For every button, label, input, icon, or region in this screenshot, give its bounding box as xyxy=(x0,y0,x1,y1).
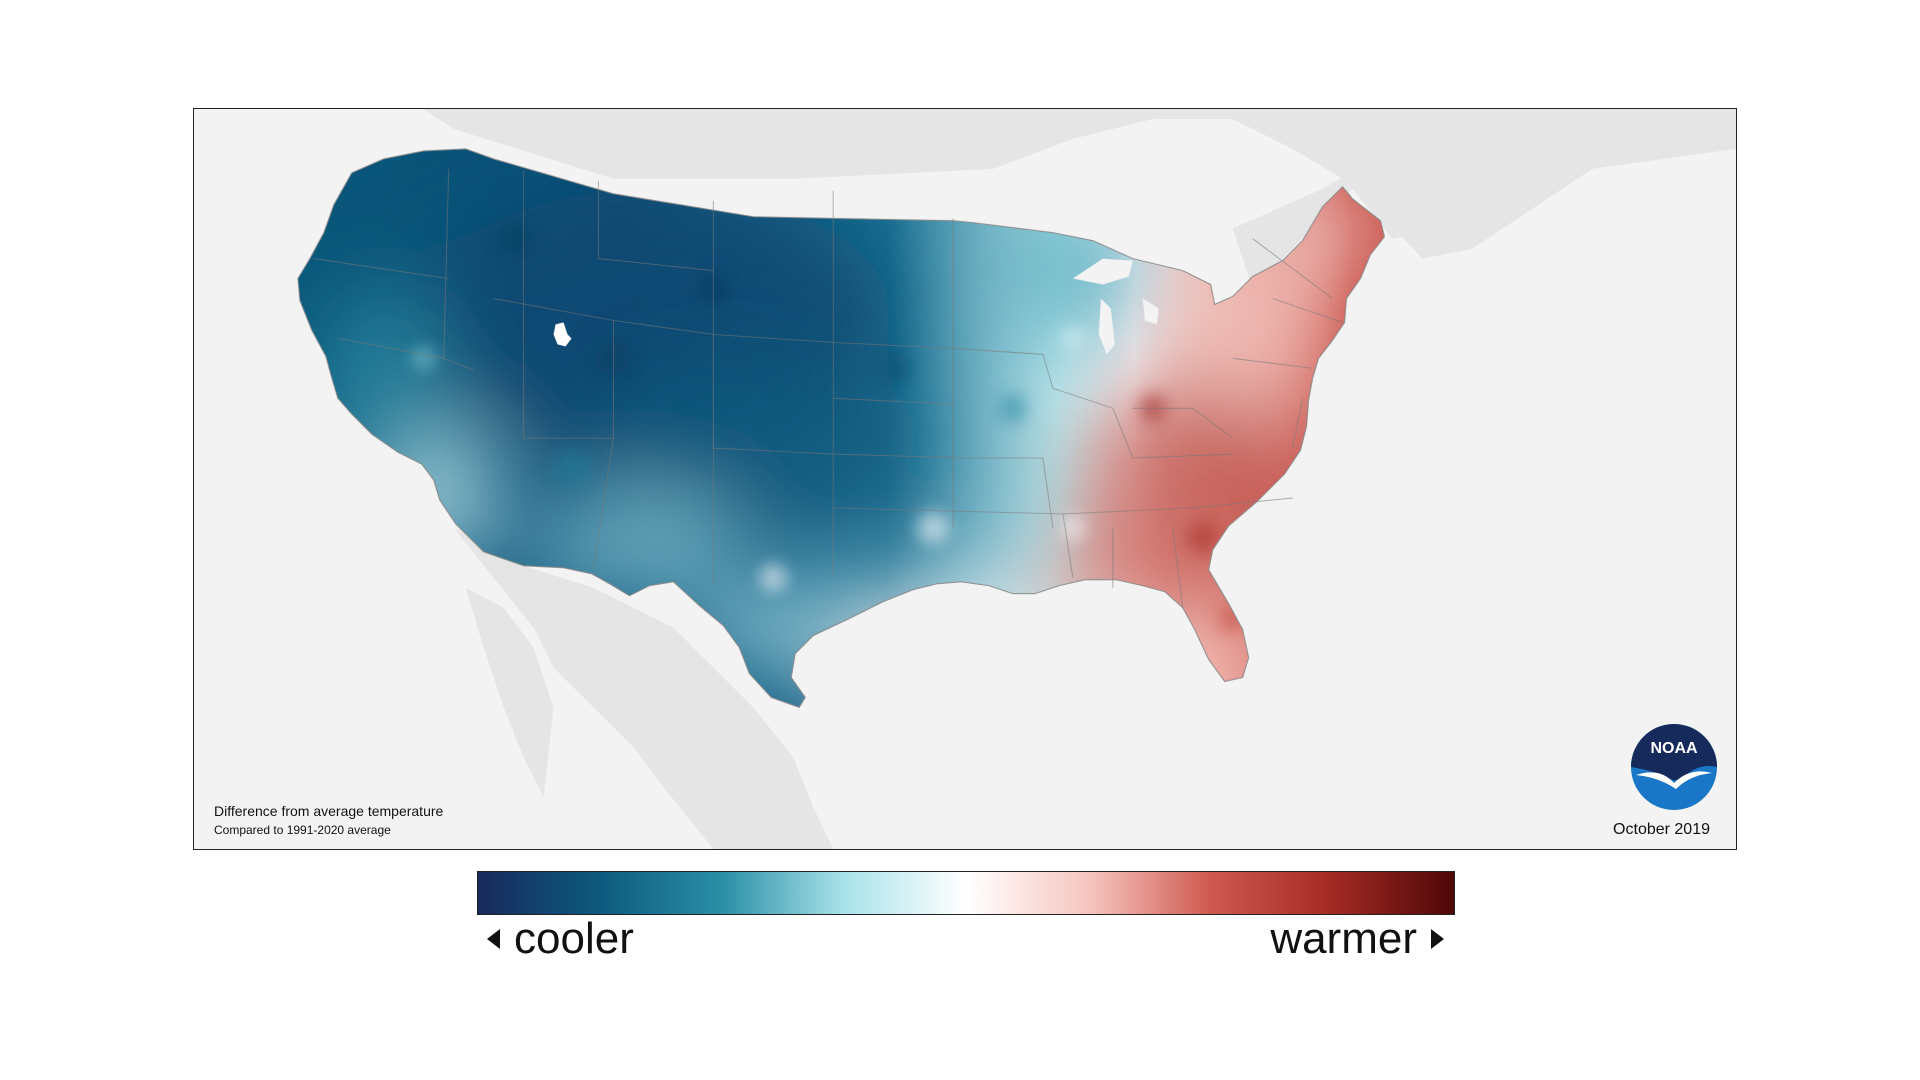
temperature-anomaly-map xyxy=(297,109,1736,849)
state-boundaries xyxy=(313,168,1343,608)
legend-warmer: warmer xyxy=(1270,914,1444,964)
map-panel: Difference from average temperature Comp… xyxy=(193,108,1737,850)
svg-text:NOAA: NOAA xyxy=(1650,740,1698,757)
legend-warmer-label: warmer xyxy=(1270,914,1417,963)
map-date: October 2019 xyxy=(1613,821,1710,838)
land-background xyxy=(423,109,1736,849)
map-caption-subtitle: Compared to 1991-2020 average xyxy=(214,823,391,837)
map-caption-title: Difference from average temperature xyxy=(214,803,444,819)
arrow-right-icon xyxy=(1431,929,1444,949)
color-scale-bar xyxy=(477,871,1455,915)
arrow-left-icon xyxy=(487,929,500,949)
noaa-logo-icon: NOAA xyxy=(1631,724,1717,810)
legend-cooler: cooler xyxy=(487,914,634,964)
legend-cooler-label: cooler xyxy=(514,914,634,963)
